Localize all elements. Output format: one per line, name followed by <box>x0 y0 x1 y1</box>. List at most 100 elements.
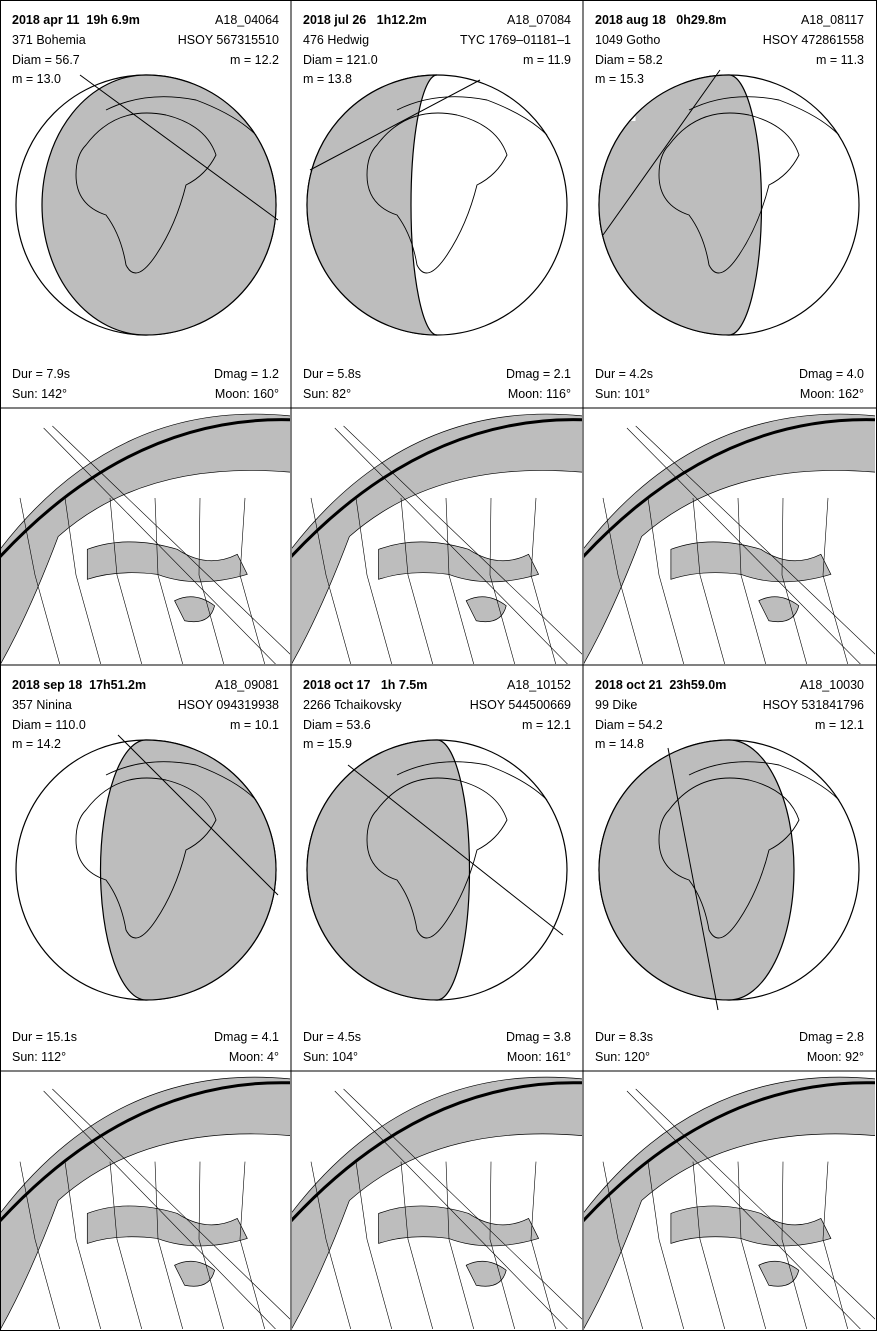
shadow-track <box>79 74 279 221</box>
event-id: A18_07084 <box>507 13 571 27</box>
border <box>64 1161 102 1329</box>
sea <box>670 1205 832 1247</box>
border <box>355 1161 393 1329</box>
event-date: 2018 apr 11 19h 6.9m <box>12 13 140 27</box>
map <box>1 1076 290 1329</box>
border <box>445 1161 475 1329</box>
star-id: TYC 1769–01181–1 <box>460 33 571 47</box>
moon-elongation: Moon: 116° <box>507 387 571 401</box>
border <box>489 497 516 664</box>
border <box>198 1161 225 1329</box>
sea <box>758 1260 800 1287</box>
land-shadow <box>1 413 290 664</box>
limb <box>292 1081 582 1223</box>
track <box>635 1088 875 1320</box>
border <box>310 1161 352 1329</box>
limb <box>584 1081 875 1223</box>
star-magnitude: m = 11.9 <box>522 53 571 67</box>
track <box>43 427 276 664</box>
shadow-track <box>347 764 564 936</box>
shadow-track <box>117 734 279 896</box>
star-id: HSOY 472861558 <box>762 33 864 47</box>
event-id: A18_08117 <box>800 13 864 27</box>
limb <box>292 418 582 559</box>
track <box>343 1088 582 1320</box>
limb <box>1 418 290 559</box>
asteroid-magnitude: m = 15.3 <box>595 72 644 86</box>
border <box>692 1161 726 1329</box>
star-magnitude: m = 11.3 <box>815 53 864 67</box>
border <box>64 497 102 664</box>
border <box>154 1161 184 1329</box>
star-magnitude: m = 10.1 <box>230 718 279 732</box>
sea <box>670 541 832 583</box>
map <box>584 413 875 664</box>
duration: Dur = 5.8s <box>303 367 362 381</box>
sea <box>378 1205 540 1247</box>
track <box>626 427 861 664</box>
magnitude-drop: Dmag = 2.8 <box>799 1030 864 1044</box>
event-id: A18_10030 <box>800 678 864 692</box>
border <box>239 1161 266 1329</box>
sun-elongation: Sun: 120° <box>595 1050 651 1064</box>
moon-elongation: Moon: 92° <box>806 1050 864 1064</box>
duration: Dur = 8.3s <box>595 1030 654 1044</box>
map <box>292 1076 582 1329</box>
magnitude-drop: Dmag = 4.1 <box>214 1030 279 1044</box>
border <box>822 1161 849 1329</box>
asteroid-diameter: Diam = 54.2 <box>595 718 663 732</box>
event-date: 2018 oct 17 1h 7.5m <box>303 678 428 692</box>
track <box>334 1090 568 1329</box>
continents <box>366 96 548 274</box>
asteroid-magnitude: m = 14.8 <box>595 737 644 751</box>
border <box>19 1161 61 1329</box>
limb <box>1 1081 290 1223</box>
asteroid-diameter: Diam = 53.6 <box>303 718 371 732</box>
continents <box>75 96 257 274</box>
moon-elongation: Moon: 162° <box>799 387 864 401</box>
map <box>584 1076 875 1329</box>
event-id: A18_09081 <box>215 678 279 692</box>
border <box>154 497 184 664</box>
asteroid-name: 476 Hedwig <box>303 33 370 47</box>
border <box>530 1161 557 1329</box>
sun-elongation: Sun: 112° <box>12 1050 67 1064</box>
magnitude-drop: Dmag = 1.2 <box>214 367 279 381</box>
moon-elongation: Moon: 161° <box>506 1050 571 1064</box>
border <box>310 497 352 664</box>
border <box>19 497 61 664</box>
border <box>489 1161 516 1329</box>
asteroid-name: 371 Bohemia <box>12 33 86 47</box>
track <box>43 1090 276 1329</box>
sea <box>86 541 248 583</box>
border <box>781 1161 808 1329</box>
sea <box>174 1260 215 1287</box>
map <box>1 413 290 664</box>
continents <box>658 761 840 939</box>
sun-elongation: Sun: 142° <box>12 387 68 401</box>
asteroid-diameter: Diam = 121.0 <box>303 53 378 67</box>
asteroid-magnitude: m = 14.2 <box>12 737 61 751</box>
border <box>602 497 644 664</box>
sea <box>378 541 540 583</box>
duration: Dur = 4.5s <box>303 1030 362 1044</box>
shadow <box>306 74 438 336</box>
shadow <box>598 74 763 336</box>
event-date: 2018 aug 18 0h29.8m <box>595 13 727 27</box>
track <box>343 425 582 655</box>
border <box>355 497 393 664</box>
shadow <box>99 739 277 1001</box>
moon-elongation: Moon: 160° <box>214 387 279 401</box>
border <box>445 497 475 664</box>
shadow <box>41 74 277 336</box>
continents <box>658 96 840 274</box>
sea <box>86 1205 248 1247</box>
shadow-track <box>602 69 721 236</box>
sun-elongation: Sun: 82° <box>303 387 352 401</box>
shadow <box>598 739 795 1001</box>
sea <box>174 596 215 623</box>
border <box>602 1161 644 1329</box>
sun-elongation: Sun: 104° <box>303 1050 359 1064</box>
star-id: HSOY 094319938 <box>177 698 279 712</box>
border <box>198 497 225 664</box>
